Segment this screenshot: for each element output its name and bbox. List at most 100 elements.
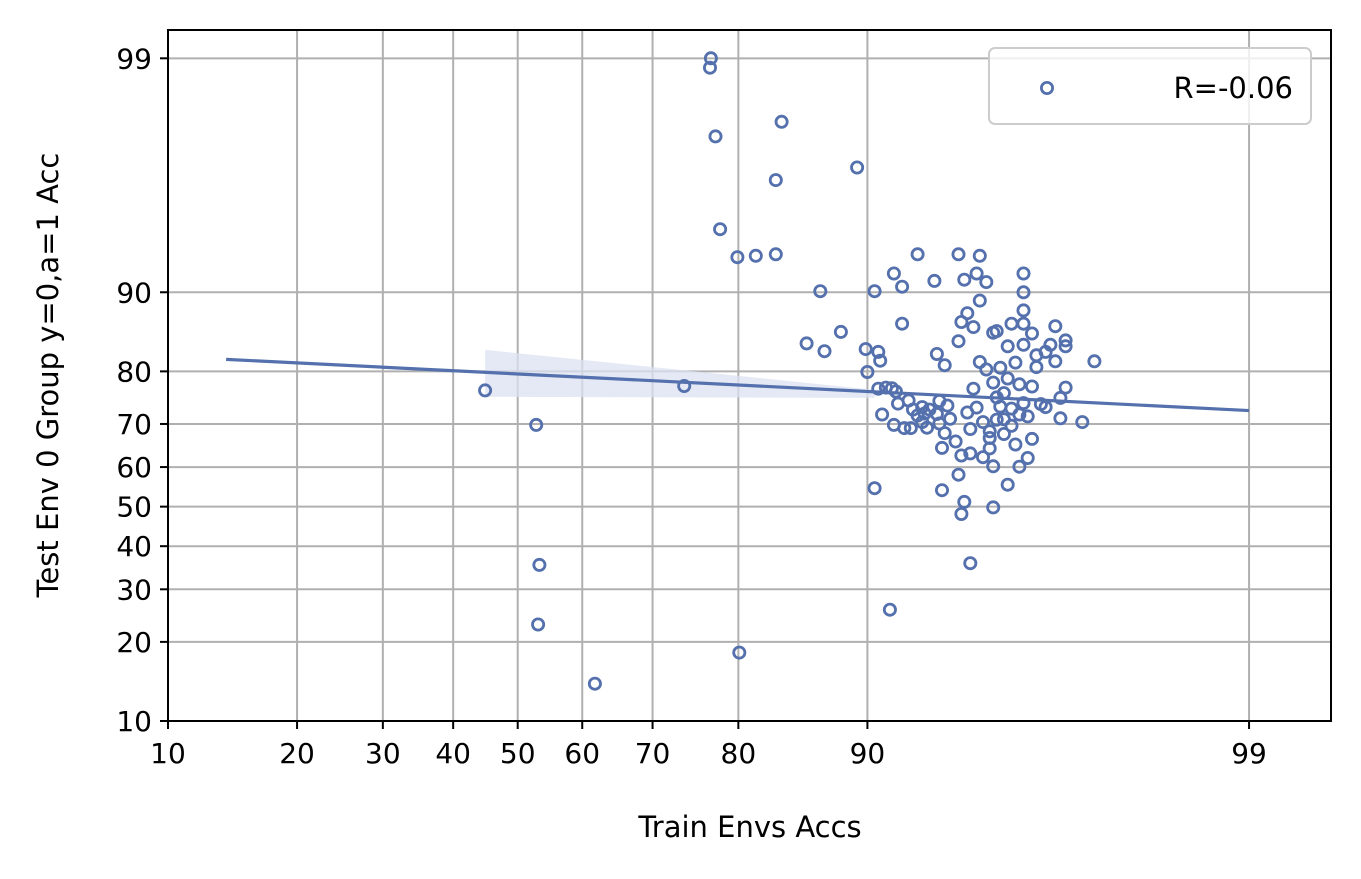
plot-frame xyxy=(167,29,1332,722)
data-point xyxy=(1012,459,1027,474)
data-point xyxy=(1043,337,1058,352)
data-point xyxy=(986,500,1001,515)
data-point xyxy=(1020,409,1035,424)
data-point xyxy=(833,324,848,339)
data-point xyxy=(963,556,978,571)
data-point xyxy=(895,279,910,294)
data-point xyxy=(1000,477,1015,492)
data-point xyxy=(867,481,882,496)
data-point xyxy=(886,266,901,281)
data-point xyxy=(532,557,547,572)
data-point xyxy=(1016,337,1031,352)
data-point xyxy=(1053,390,1068,405)
data-point xyxy=(1053,411,1068,426)
x-axis-label: Train Envs Accs xyxy=(637,810,861,844)
data-point xyxy=(915,400,930,415)
data-point xyxy=(478,383,493,398)
data-point xyxy=(867,284,882,299)
data-point xyxy=(677,378,692,393)
data-point xyxy=(976,450,991,465)
data-point xyxy=(1016,396,1031,411)
legend-box xyxy=(988,47,1312,125)
data-point xyxy=(966,381,981,396)
data-point xyxy=(982,424,997,439)
data-point xyxy=(929,346,944,361)
data-point xyxy=(940,398,955,413)
data-point xyxy=(943,411,958,426)
data-point xyxy=(996,426,1011,441)
data-point xyxy=(1004,316,1019,331)
data-point xyxy=(1058,339,1073,354)
x-tick-label: 60 xyxy=(564,737,600,770)
y-axis-label: Test Env 0 Group y=0,a=1 Acc xyxy=(31,153,65,599)
data-point xyxy=(979,362,994,377)
y-tick-label: 80 xyxy=(116,355,152,388)
data-point xyxy=(957,272,972,287)
x-tick-label: 10 xyxy=(150,737,186,770)
data-point xyxy=(948,434,963,449)
y-tick-label: 30 xyxy=(116,573,152,606)
data-point xyxy=(957,494,972,509)
data-point xyxy=(587,676,602,691)
data-point xyxy=(935,440,950,455)
data-point xyxy=(1025,379,1040,394)
x-tick-label: 99 xyxy=(1231,737,1267,770)
y-tick-label: 90 xyxy=(116,276,152,309)
data-point xyxy=(954,448,969,463)
data-point xyxy=(996,386,1011,401)
data-point xyxy=(882,602,897,617)
data-point xyxy=(903,421,918,436)
data-point xyxy=(858,342,873,357)
x-axis-ticks: 10 20 30 40 50 60 70 80 90 99 xyxy=(150,721,1267,770)
data-point xyxy=(986,375,1001,390)
y-tick-label: 99 xyxy=(116,42,152,75)
x-tick-label: 80 xyxy=(721,737,757,770)
data-point xyxy=(768,173,783,188)
data-point xyxy=(986,459,1001,474)
data-point xyxy=(871,381,886,396)
data-point xyxy=(966,320,981,335)
x-tick-label: 70 xyxy=(635,737,671,770)
data-point xyxy=(993,360,1008,375)
legend-label: R=-0.06 xyxy=(1174,71,1293,105)
data-point xyxy=(1087,354,1102,369)
data-point xyxy=(1029,360,1044,375)
data-point xyxy=(972,248,987,263)
data-point xyxy=(954,506,969,521)
data-point xyxy=(732,645,747,660)
data-point xyxy=(799,336,814,351)
data-point xyxy=(1058,380,1073,395)
data-point xyxy=(1048,354,1063,369)
data-point xyxy=(910,247,925,262)
scatter-points xyxy=(478,51,1102,691)
data-point xyxy=(713,222,728,237)
data-point xyxy=(1016,285,1031,300)
data-point xyxy=(875,407,890,422)
data-point xyxy=(730,250,745,265)
data-point xyxy=(748,248,763,263)
data-point xyxy=(976,415,991,430)
data-point xyxy=(951,334,966,349)
y-tick-label: 60 xyxy=(116,451,152,484)
legend: R=-0.06 xyxy=(988,47,1312,125)
y-tick-label: 70 xyxy=(116,408,152,441)
x-tick-label: 40 xyxy=(435,737,471,770)
data-point xyxy=(1038,400,1053,415)
data-point xyxy=(963,421,978,436)
data-point xyxy=(951,247,966,262)
data-point xyxy=(1025,431,1040,446)
data-point xyxy=(873,353,888,368)
legend-marker xyxy=(1040,81,1055,96)
y-tick-label: 10 xyxy=(116,705,152,738)
data-point xyxy=(1016,266,1031,281)
data-point xyxy=(1000,339,1015,354)
x-tick-label: 20 xyxy=(279,737,315,770)
data-point xyxy=(979,275,994,290)
x-tick-label: 50 xyxy=(500,737,536,770)
y-axis-ticks: 10 20 30 40 50 60 70 80 90 99 xyxy=(116,42,168,738)
data-point xyxy=(960,306,975,321)
data-point xyxy=(708,129,723,144)
data-point xyxy=(1012,407,1027,422)
data-point xyxy=(937,426,952,441)
